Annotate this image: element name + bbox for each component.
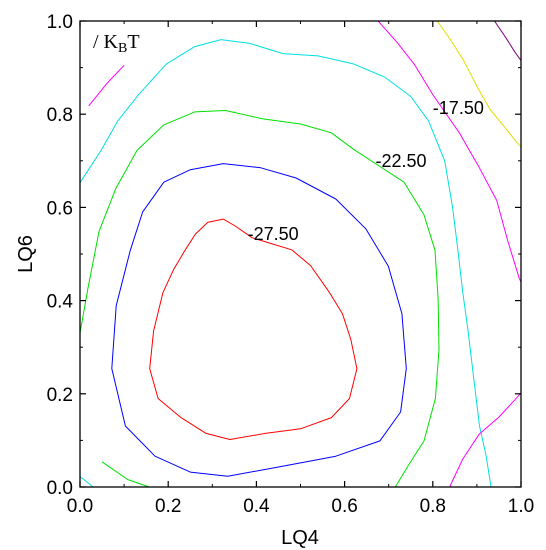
x-tick-label-3: 0.6 <box>331 496 357 517</box>
y-tick-label-4: 0.8 <box>47 105 73 126</box>
x-tick-label-1: 0.2 <box>155 496 181 517</box>
y-tick-label-2: 0.4 <box>47 292 74 313</box>
y-tick-label-0: 0.0 <box>47 478 73 499</box>
unit-label-subscript: B <box>118 41 127 56</box>
contour-line-7 <box>88 64 125 107</box>
contour-label-2: -22.50 <box>376 151 427 171</box>
x-tick-label-5: 1.0 <box>508 496 534 517</box>
x-tick-label-4: 0.8 <box>420 496 446 517</box>
unit-label-prefix: / K <box>93 31 119 53</box>
y-tick-label-1: 0.2 <box>47 385 73 406</box>
x-ticks: 0.0 0.2 0.4 0.6 0.8 1.0 <box>67 21 534 517</box>
contour-line-3 <box>101 461 150 488</box>
y-axis-label: LQ6 <box>15 235 37 273</box>
contour-label-6: -17.50 <box>433 98 484 118</box>
y-tick-label-3: 0.6 <box>47 198 73 219</box>
plot-frame <box>79 20 522 488</box>
contour-line-1 <box>111 163 407 477</box>
contour-line-9 <box>436 20 522 148</box>
x-axis-label: LQ4 <box>281 527 319 549</box>
x-tick-label-0: 0.0 <box>67 496 93 517</box>
contour-label-layer: -27.50 -22.50 -17.50 <box>248 98 484 244</box>
contour-line-2 <box>79 110 440 488</box>
y-tick-label-5: 1.0 <box>47 12 73 33</box>
contour-line-0 <box>149 218 358 440</box>
y-ticks: 0.0 0.2 0.4 0.6 0.8 1.0 <box>47 12 521 499</box>
contour-layer <box>79 20 522 488</box>
unit-label-suffix: T <box>127 31 139 53</box>
contour-label-0: -27.50 <box>248 224 299 244</box>
contour-line-5 <box>79 476 94 488</box>
contour-line-4 <box>79 39 492 488</box>
contour-line-10 <box>494 20 522 61</box>
contour-line-6 <box>377 20 522 283</box>
contour-line-8 <box>449 392 522 488</box>
unit-label: / KBT <box>93 31 140 56</box>
x-tick-label-2: 0.4 <box>243 496 270 517</box>
